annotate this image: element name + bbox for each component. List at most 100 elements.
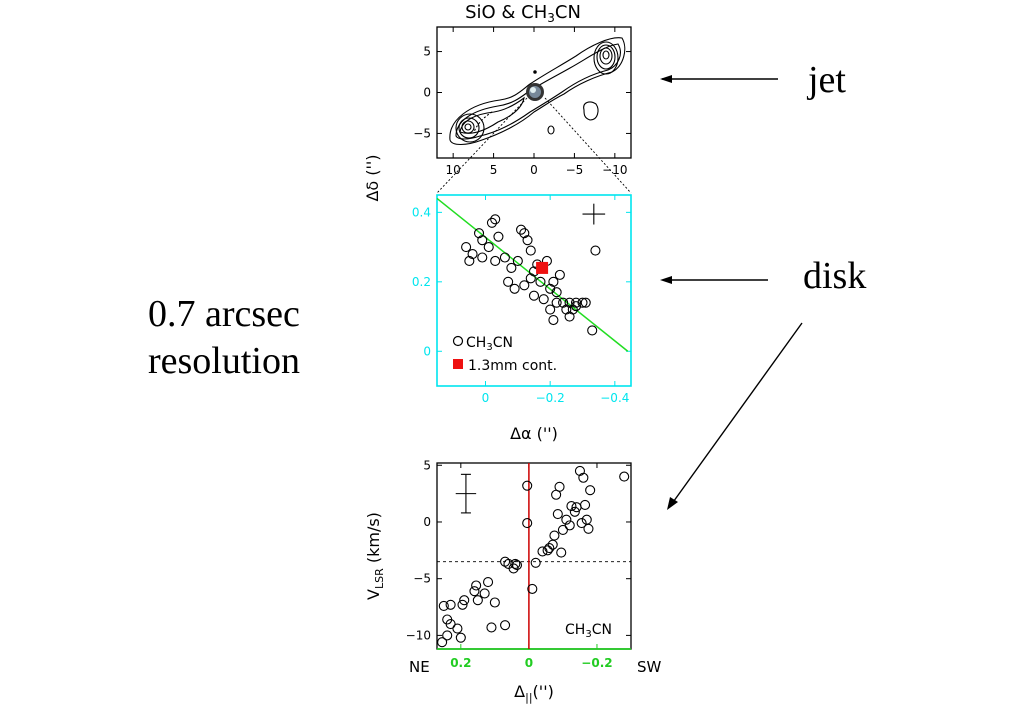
ch3cn-point bbox=[535, 276, 546, 287]
contour-knot bbox=[583, 101, 599, 121]
ch3cn-point bbox=[467, 248, 478, 260]
x-tick-label: 0 bbox=[482, 391, 490, 405]
bottom-panel-xlabel: Δ||('') bbox=[514, 682, 554, 704]
pv-point bbox=[500, 620, 511, 631]
contour-ne-1 bbox=[455, 113, 485, 143]
pv-arrow bbox=[667, 322, 803, 510]
continuum-marker bbox=[536, 261, 549, 274]
legend-ch3cn-label: CH3CN bbox=[466, 335, 513, 353]
middle-panel-frame bbox=[436, 194, 632, 387]
ch3cn-point bbox=[483, 242, 494, 253]
ch3cn-point bbox=[580, 297, 591, 308]
pv-point bbox=[580, 499, 591, 511]
ch3cn-point bbox=[545, 283, 556, 294]
x-tick-label: 0 bbox=[525, 656, 533, 670]
pv-point bbox=[574, 465, 585, 476]
pv-point bbox=[459, 595, 470, 606]
ch3cn-point bbox=[490, 255, 501, 267]
y-tick-label: 0.4 bbox=[412, 205, 431, 219]
y-tick-label: 5 bbox=[423, 45, 431, 59]
disk-arrow bbox=[660, 276, 768, 284]
ch3cn-point bbox=[525, 273, 536, 284]
contour-dotted-west bbox=[473, 111, 493, 133]
x-tick-label: −0.2 bbox=[536, 391, 565, 405]
contour-sw-2 bbox=[596, 44, 616, 70]
ch3cn-point bbox=[528, 290, 540, 301]
y-tick-label: −5 bbox=[413, 572, 431, 586]
bottom-panel-ticks: 0.2 0 −0.2 5 0 −5 −10 bbox=[406, 458, 631, 670]
pv-point bbox=[527, 583, 538, 594]
pv-point bbox=[544, 543, 555, 554]
ch3cn-point bbox=[473, 228, 485, 239]
ch3cn-point bbox=[516, 224, 527, 235]
pv-point bbox=[442, 614, 453, 625]
pv-point bbox=[576, 518, 587, 529]
contour-dot bbox=[533, 70, 537, 74]
middle-error-bar bbox=[582, 203, 606, 225]
ch3cn-point bbox=[477, 235, 488, 246]
pv-point bbox=[510, 558, 521, 569]
sw-label: SW bbox=[637, 658, 662, 676]
pv-point bbox=[437, 637, 448, 648]
pv-point bbox=[619, 471, 630, 482]
ch3cn-point bbox=[503, 276, 514, 287]
contour-lines bbox=[449, 37, 626, 146]
ne-label: NE bbox=[409, 658, 430, 676]
contour-sw-1 bbox=[593, 41, 619, 75]
bottom-panel-label: CH3CN bbox=[565, 622, 612, 640]
pv-point bbox=[522, 480, 533, 491]
top-panel-title: SiO & CH3CN bbox=[465, 2, 581, 25]
contour-ne-4 bbox=[464, 123, 472, 131]
contour-3 bbox=[459, 96, 525, 134]
disk-annotation: disk bbox=[803, 255, 866, 297]
ch3cn-point bbox=[509, 283, 520, 294]
pv-point bbox=[452, 623, 463, 634]
top-panel-ylabel: Δδ ('') bbox=[363, 154, 382, 201]
y-tick-label: −5 bbox=[413, 126, 431, 140]
ch3cn-point bbox=[512, 255, 523, 267]
pv-point bbox=[581, 514, 592, 525]
pv-point bbox=[569, 506, 580, 517]
pv-point bbox=[508, 563, 519, 574]
pv-point bbox=[557, 524, 568, 535]
ch3cn-point bbox=[522, 235, 533, 246]
contour-sw-3 bbox=[599, 47, 613, 65]
pv-point bbox=[530, 557, 541, 568]
ch3cn-point bbox=[461, 242, 472, 253]
x-tick-label: −5 bbox=[566, 163, 584, 177]
pv-point bbox=[438, 600, 449, 611]
ch3cn-point bbox=[519, 228, 530, 239]
jet-annotation: jet bbox=[806, 59, 846, 101]
x-tick-label: 0 bbox=[530, 163, 538, 177]
pv-point bbox=[537, 546, 548, 557]
ch3cn-point bbox=[519, 280, 530, 291]
pv-point bbox=[471, 580, 482, 591]
ch3cn-points bbox=[461, 214, 601, 336]
ch3cn-point bbox=[548, 276, 559, 287]
ch3cn-point bbox=[545, 304, 556, 315]
pv-point bbox=[556, 547, 567, 558]
continuum-source bbox=[526, 83, 544, 101]
pv-point bbox=[445, 599, 456, 610]
top-panel-ticks: 10 5 0 −5 −10 5 0 −5 bbox=[413, 27, 631, 177]
contour-outer bbox=[449, 37, 626, 146]
ch3cn-point bbox=[561, 304, 572, 315]
pv-point bbox=[561, 514, 572, 525]
y-tick-label: 5 bbox=[423, 458, 431, 472]
ch3cn-point bbox=[499, 252, 510, 263]
ch3cn-point bbox=[506, 262, 517, 273]
ch3cn-point bbox=[551, 287, 562, 298]
contour-sw-4 bbox=[602, 50, 610, 60]
contour-2 bbox=[455, 43, 621, 140]
pv-point bbox=[479, 588, 490, 599]
x-tick-label: 10 bbox=[446, 163, 461, 177]
x-tick-label: −10 bbox=[602, 163, 627, 177]
pv-point bbox=[554, 481, 565, 492]
ch3cn-point bbox=[570, 301, 582, 312]
bottom-panel-ylabel: VLSR (km/s) bbox=[364, 512, 386, 600]
pv-point bbox=[549, 530, 560, 541]
middle-panel-xlabel: Δα ('') bbox=[510, 424, 558, 443]
ch3cn-point bbox=[477, 252, 488, 263]
legend-cont-label: 1.3mm cont. bbox=[468, 358, 557, 374]
